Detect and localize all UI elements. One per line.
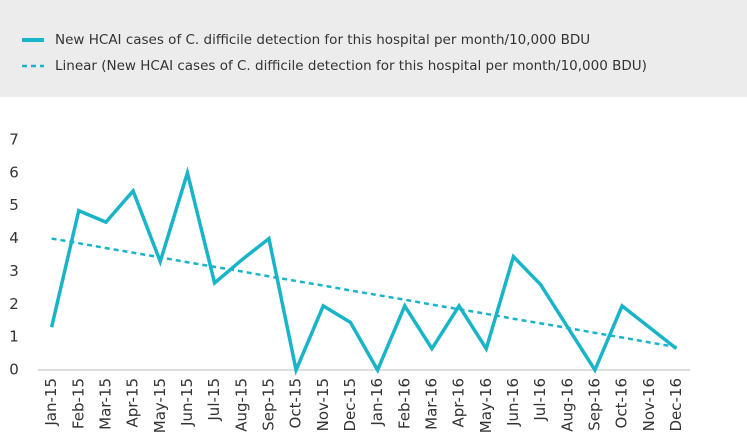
x-tick-label: Nov-15 <box>314 378 332 431</box>
y-tick-label: 2 <box>9 295 19 313</box>
y-tick-label: 7 <box>9 131 19 149</box>
legend-background <box>0 0 747 97</box>
x-tick-label: Jun-15 <box>178 378 196 427</box>
data-line <box>49 166 678 376</box>
y-tick-label: 1 <box>9 328 19 346</box>
x-tick-label: May-16 <box>477 378 495 433</box>
x-tick-label: Oct-15 <box>287 378 305 428</box>
x-tick-label: Dec-15 <box>341 378 359 432</box>
y-tick-label: 4 <box>9 229 19 247</box>
x-tick-label: Aug-15 <box>232 378 250 432</box>
x-tick-label: Mar-16 <box>422 378 440 430</box>
x-tick-label: Jul-16 <box>531 378 549 422</box>
x-tick-label: Jul-15 <box>205 378 223 422</box>
x-tick-label: Dec-16 <box>667 378 685 432</box>
x-tick-label: Jan-15 <box>42 378 60 427</box>
x-tick-label: Nov-16 <box>640 378 658 431</box>
x-tick-label: Sep-16 <box>585 378 603 431</box>
x-tick-label: May-15 <box>151 378 169 433</box>
x-tick-label: Feb-16 <box>395 378 413 429</box>
y-tick-label: 3 <box>9 262 19 280</box>
x-tick-label: Apr-16 <box>450 378 468 428</box>
x-tick-label: Apr-15 <box>124 378 142 428</box>
x-tick-label: Jan-16 <box>368 378 386 427</box>
legend-label: Linear (New HCAI cases of C. difficile d… <box>55 58 647 74</box>
x-tick-label: Oct-16 <box>613 378 631 428</box>
x-tick-label: Aug-16 <box>558 378 576 432</box>
y-tick-label: 5 <box>9 196 19 214</box>
x-tick-label: Feb-15 <box>69 378 87 429</box>
y-tick-label: 0 <box>9 361 19 379</box>
x-tick-label: Sep-15 <box>259 378 277 431</box>
trend-line <box>51 237 677 349</box>
x-tick-label: Mar-15 <box>96 378 114 430</box>
x-tick-label: Jun-16 <box>504 378 522 427</box>
y-tick-label: 6 <box>9 163 19 181</box>
legend-label: New HCAI cases of C. difficile detection… <box>55 32 590 48</box>
